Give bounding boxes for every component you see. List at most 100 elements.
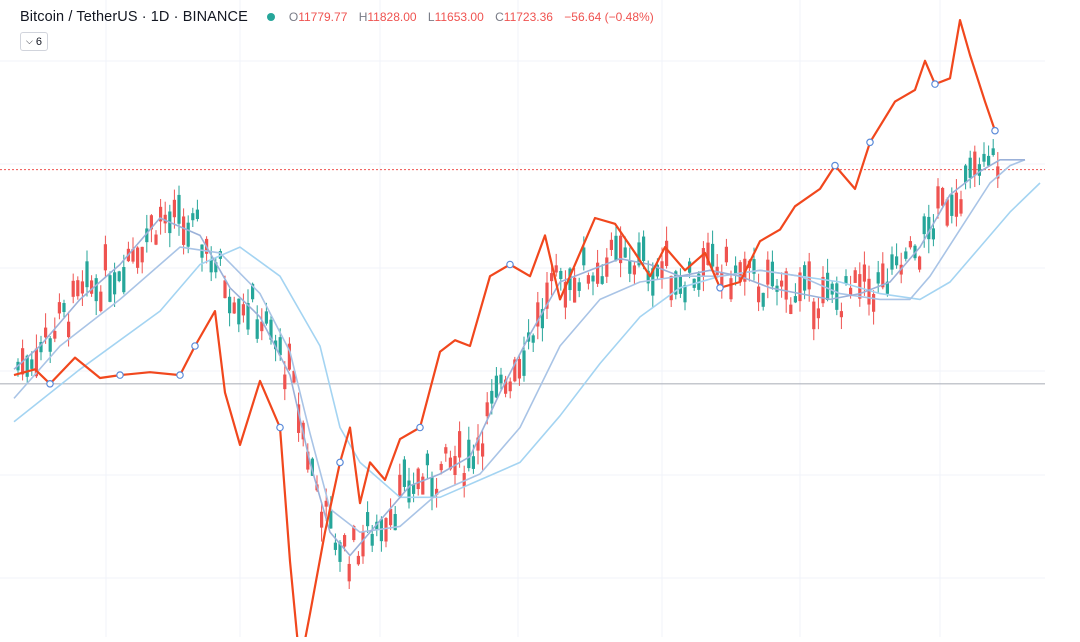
market-status-icon bbox=[266, 13, 275, 21]
candle-body bbox=[619, 235, 623, 264]
ohlc-values: O11779.77 H11828.00 L11653.00 C11723.36 … bbox=[289, 10, 662, 24]
candle-body bbox=[246, 303, 250, 330]
candle-body bbox=[513, 359, 517, 382]
candle-body bbox=[352, 526, 356, 541]
candle-body bbox=[632, 265, 636, 275]
candle-body bbox=[209, 259, 213, 273]
candle-body bbox=[85, 261, 89, 288]
signal-marker bbox=[191, 342, 199, 350]
candle-body bbox=[214, 262, 218, 273]
signal-marker bbox=[931, 80, 939, 88]
candle-body bbox=[964, 165, 968, 183]
candle-body bbox=[881, 263, 885, 288]
candle-body bbox=[490, 390, 494, 404]
candle-body bbox=[232, 302, 236, 314]
candle-body bbox=[269, 319, 273, 340]
signal-marker bbox=[506, 260, 514, 269]
candle-body bbox=[329, 509, 333, 529]
candle-body bbox=[149, 215, 153, 230]
close-key: C bbox=[495, 10, 504, 24]
candle-body bbox=[278, 337, 282, 356]
close-value: 11723.36 bbox=[503, 10, 553, 24]
candle-body bbox=[908, 241, 912, 248]
candle-body bbox=[425, 453, 429, 466]
candle-body bbox=[237, 298, 241, 325]
indicators-toggle-button[interactable]: ⌵ 6 bbox=[20, 32, 48, 51]
candle-body bbox=[467, 439, 471, 469]
candle-body bbox=[499, 374, 503, 384]
candle-body bbox=[398, 474, 402, 497]
candle-body bbox=[25, 355, 29, 377]
change-value: −56.64 (−0.48%) bbox=[564, 10, 654, 24]
signal-marker bbox=[866, 138, 874, 147]
low-key: L bbox=[427, 10, 435, 24]
candle-body bbox=[867, 278, 871, 305]
candle-body bbox=[274, 340, 278, 350]
candle-body bbox=[361, 531, 365, 557]
candle-body bbox=[701, 248, 705, 277]
candle-body bbox=[159, 206, 163, 222]
candle-body bbox=[504, 379, 508, 394]
candle-body bbox=[577, 282, 581, 291]
candle-body bbox=[370, 533, 374, 546]
candle-body bbox=[375, 521, 379, 531]
candle-body bbox=[816, 308, 820, 319]
chevron-down-icon: ⌵ bbox=[26, 36, 33, 46]
candle-body bbox=[320, 511, 324, 528]
candle-body bbox=[614, 235, 618, 261]
candle-body bbox=[922, 216, 926, 235]
symbol-title[interactable]: Bitcoin / TetherUS · 1D · BINANCE bbox=[20, 9, 248, 25]
candle-body bbox=[724, 246, 728, 263]
candle-body bbox=[53, 330, 57, 339]
candle-body bbox=[674, 271, 678, 295]
candle-body bbox=[287, 343, 291, 370]
candle-body bbox=[343, 535, 347, 547]
candle-body bbox=[416, 468, 420, 490]
candle-body bbox=[412, 484, 416, 494]
candle-body bbox=[458, 431, 462, 458]
candle-body bbox=[977, 164, 981, 176]
candle-body bbox=[140, 246, 144, 263]
candle-body bbox=[830, 283, 834, 295]
candle-body bbox=[858, 274, 862, 299]
candle-body bbox=[48, 338, 52, 352]
candle-body bbox=[154, 234, 158, 245]
signal-marker bbox=[116, 371, 124, 379]
candle-body bbox=[402, 459, 406, 487]
candle-body bbox=[839, 311, 843, 318]
candle-body bbox=[324, 500, 328, 507]
candle-body bbox=[389, 508, 393, 526]
candle-body bbox=[844, 276, 848, 284]
candle-body bbox=[651, 268, 655, 296]
candle-body bbox=[108, 275, 112, 302]
candle-body bbox=[448, 457, 452, 470]
candle-body bbox=[255, 319, 259, 339]
candle-body bbox=[669, 275, 673, 301]
candle-body bbox=[99, 291, 103, 312]
low-value: 11653.00 bbox=[434, 10, 484, 24]
candle-body bbox=[228, 296, 232, 314]
candle-body bbox=[241, 304, 245, 316]
candle-body bbox=[729, 278, 733, 300]
candle-body bbox=[954, 192, 958, 217]
candle-body bbox=[959, 199, 963, 214]
candle-body bbox=[62, 303, 66, 313]
candle-body bbox=[407, 480, 411, 503]
signal-marker bbox=[276, 423, 284, 432]
candle-body bbox=[485, 402, 489, 417]
candle-body bbox=[895, 256, 899, 266]
candle-body bbox=[80, 281, 84, 294]
candle-body bbox=[872, 294, 876, 312]
candle-body bbox=[444, 447, 448, 454]
candle-body bbox=[379, 519, 383, 542]
candle-body bbox=[605, 257, 609, 277]
candle-body bbox=[435, 488, 439, 495]
candle-body bbox=[683, 285, 687, 303]
candle-body bbox=[439, 463, 443, 471]
ma-fast-line bbox=[13, 159, 1025, 557]
candle-body bbox=[623, 247, 627, 258]
candle-body bbox=[996, 166, 1000, 179]
candle-body bbox=[706, 242, 710, 265]
